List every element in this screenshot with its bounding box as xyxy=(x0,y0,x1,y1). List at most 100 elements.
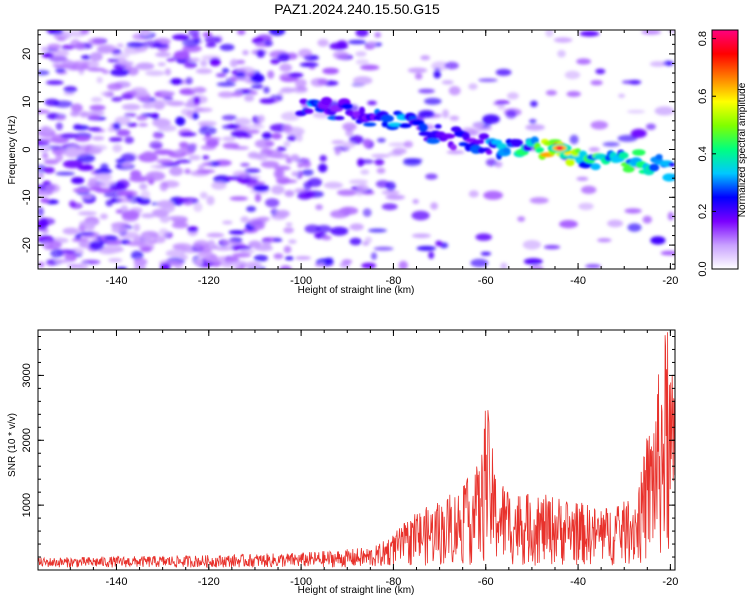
noise-blob xyxy=(191,87,207,93)
noise-blob xyxy=(41,46,48,52)
noise-blob xyxy=(428,251,435,259)
noise-blob xyxy=(55,171,75,176)
noise-blob xyxy=(485,158,497,167)
noise-blob xyxy=(126,42,145,48)
noise-blob xyxy=(253,154,262,160)
colorbar-tick-label: 0.2 xyxy=(697,204,709,219)
noise-blob xyxy=(529,197,549,204)
ridge-blob xyxy=(398,123,412,129)
noise-blob xyxy=(578,202,594,211)
noise-blob xyxy=(91,136,105,141)
ridge-blob xyxy=(496,143,507,150)
noise-blob xyxy=(381,190,400,195)
noise-blob xyxy=(259,98,276,104)
noise-blob xyxy=(88,127,102,131)
noise-blob xyxy=(104,235,118,241)
noise-blob xyxy=(272,238,283,242)
noise-blob xyxy=(47,43,62,50)
y-tick-label: 20 xyxy=(21,48,33,60)
noise-blob xyxy=(398,260,408,269)
spectrogram-x-axis-label: Height of straight line (km) xyxy=(298,285,415,296)
noise-blob xyxy=(553,37,573,43)
noise-blob xyxy=(195,258,204,266)
noise-blob xyxy=(166,58,176,62)
noise-blob xyxy=(284,256,294,261)
noise-blob xyxy=(150,99,170,107)
noise-blob xyxy=(349,237,362,246)
noise-blob xyxy=(45,80,64,85)
noise-blob xyxy=(618,93,626,98)
noise-blob xyxy=(298,48,313,58)
signal-ridge xyxy=(295,96,675,182)
noise-blob xyxy=(140,190,151,200)
noise-blob xyxy=(177,197,190,203)
noise-blob xyxy=(668,30,675,33)
noise-blob xyxy=(202,155,210,160)
ridge-blob xyxy=(590,163,601,171)
noise-blob xyxy=(119,61,134,67)
spectrogram-marks xyxy=(38,30,675,269)
noise-blob xyxy=(298,190,316,199)
noise-blob xyxy=(226,176,241,181)
noise-blob xyxy=(141,213,156,219)
noise-blob xyxy=(230,130,249,138)
noise-blob xyxy=(497,104,506,110)
ridge-blob xyxy=(670,173,675,181)
noise-blob xyxy=(50,49,70,57)
noise-blob xyxy=(222,220,233,225)
ridge-blob xyxy=(320,96,333,105)
noise-blob xyxy=(264,141,275,146)
noise-blob xyxy=(271,185,285,195)
noise-blob xyxy=(74,136,91,142)
noise-blob xyxy=(630,128,647,138)
noise-blob xyxy=(229,59,238,68)
noise-blob xyxy=(545,30,554,38)
noise-blob xyxy=(77,232,95,236)
noise-blob xyxy=(296,87,308,91)
noise-blob xyxy=(80,55,92,60)
snr-frame xyxy=(37,329,676,571)
colorbar-scale xyxy=(711,29,739,270)
noise-blob xyxy=(543,245,561,250)
noise-blob xyxy=(46,145,63,150)
noise-blob xyxy=(303,181,312,191)
noise-blob xyxy=(424,97,442,105)
noise-blob xyxy=(321,235,332,241)
noise-blob xyxy=(220,261,237,268)
noise-blob xyxy=(260,160,280,169)
noise-blob xyxy=(156,158,173,164)
noise-blob xyxy=(207,239,215,247)
noise-blob xyxy=(38,207,44,217)
noise-blob xyxy=(322,67,339,75)
colorbar-tick-label: 0.8 xyxy=(697,31,709,46)
noise-blob xyxy=(607,219,624,228)
noise-blob xyxy=(248,217,267,228)
noise-blob xyxy=(229,75,239,82)
noise-blob xyxy=(251,83,264,90)
noise-blob xyxy=(79,30,90,35)
noise-blob xyxy=(222,239,238,247)
noise-blob xyxy=(170,78,183,85)
noise-blob xyxy=(53,64,73,69)
noise-blob xyxy=(342,122,357,131)
noise-blob xyxy=(116,129,131,137)
noise-blob xyxy=(216,81,236,87)
noise-blob xyxy=(407,67,428,74)
noise-blob xyxy=(127,66,139,76)
noise-blob xyxy=(291,171,298,177)
noise-blob xyxy=(138,123,149,127)
y-tick-label: -20 xyxy=(21,237,33,253)
noise-blob xyxy=(277,179,298,184)
noise-blob xyxy=(158,228,169,237)
noise-blob xyxy=(91,96,103,103)
noise-blob xyxy=(157,62,166,67)
noise-blob xyxy=(151,112,160,120)
noise-blob xyxy=(482,114,500,124)
noise-blob xyxy=(579,30,600,37)
noise-blob xyxy=(284,190,295,197)
ridge-blob xyxy=(341,103,353,110)
noise-blob xyxy=(294,78,307,88)
noise-blob xyxy=(478,78,498,82)
noise-blob xyxy=(529,119,537,124)
noise-blob xyxy=(121,162,133,168)
